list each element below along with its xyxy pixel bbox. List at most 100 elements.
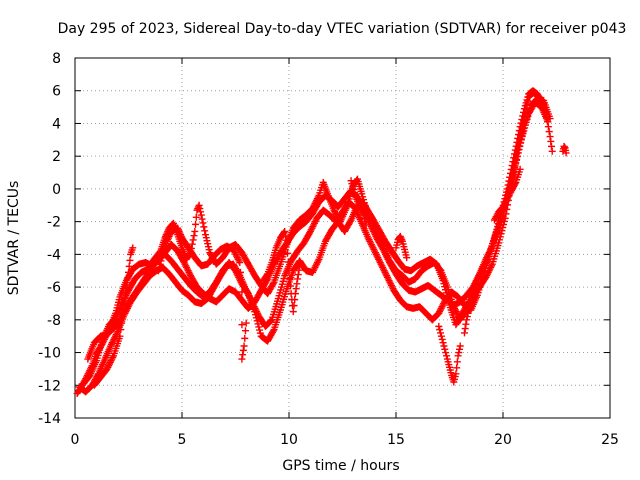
data-point — [455, 345, 463, 353]
data-point — [239, 346, 247, 354]
data-point — [437, 329, 445, 337]
data-point — [281, 232, 289, 240]
data-point — [197, 208, 205, 216]
data-point — [192, 220, 200, 228]
data-point — [562, 149, 570, 157]
data-point — [282, 236, 290, 244]
data-point — [269, 327, 277, 335]
data-point — [124, 274, 132, 282]
y-tick-label: -10 — [38, 346, 61, 362]
x-tick-label: 10 — [280, 432, 298, 448]
data-point — [501, 214, 509, 222]
data-point — [126, 256, 134, 264]
data-point — [269, 280, 277, 288]
x-tick-label: 15 — [387, 432, 405, 448]
data-point — [263, 271, 271, 279]
data-point — [443, 352, 451, 360]
x-tick-label: 5 — [178, 432, 187, 448]
x-tick-label: 20 — [494, 432, 512, 448]
data-point — [256, 329, 264, 337]
data-point — [500, 217, 508, 225]
data-point — [289, 308, 297, 316]
series-trace-9 — [392, 232, 411, 262]
data-point — [238, 288, 246, 296]
data-point — [240, 342, 248, 350]
data-point — [437, 332, 445, 340]
data-point — [295, 266, 303, 274]
y-tick-label: 6 — [52, 84, 61, 100]
y-tick-label: -14 — [38, 411, 61, 427]
data-point — [436, 326, 444, 334]
data-point — [517, 135, 525, 143]
data-point — [119, 313, 127, 321]
data-point — [462, 320, 470, 328]
series-trace-1 — [73, 88, 556, 397]
data-point — [461, 325, 469, 333]
data-point — [286, 282, 294, 290]
data-point — [455, 349, 463, 357]
data-point — [129, 244, 137, 252]
series-trace-10 — [435, 322, 464, 386]
data-point — [294, 271, 302, 279]
data-point — [435, 322, 443, 330]
data-point — [366, 210, 374, 218]
data-point — [197, 211, 205, 219]
y-tick-label: -4 — [47, 247, 61, 263]
data-point — [463, 313, 471, 321]
data-point — [546, 115, 554, 123]
series-trace-7 — [259, 227, 304, 316]
data-point — [255, 323, 263, 331]
y-tick-label: -12 — [38, 378, 61, 394]
data-point — [157, 257, 165, 265]
series-trace-2 — [80, 87, 548, 388]
data-point — [155, 263, 163, 271]
data-point — [495, 239, 503, 247]
data-point — [291, 296, 299, 304]
data-point — [498, 227, 506, 235]
series-trace-11 — [460, 291, 477, 337]
data-point — [496, 233, 504, 241]
data-point — [454, 352, 462, 360]
data-point — [252, 314, 260, 322]
y-tick-label: -2 — [47, 215, 61, 231]
data-point — [267, 317, 275, 325]
data-point — [514, 149, 522, 157]
data-point — [516, 165, 524, 173]
data-point — [120, 299, 128, 307]
data-point — [453, 358, 461, 366]
data-point — [361, 214, 369, 222]
data-point — [280, 229, 288, 237]
data-point — [236, 259, 244, 267]
data-point — [191, 227, 199, 235]
data-point — [436, 266, 444, 274]
data-point — [502, 210, 510, 218]
data-point — [285, 267, 293, 275]
series-trace-3 — [75, 98, 552, 396]
data-point — [403, 254, 411, 262]
data-point — [293, 280, 301, 288]
x-axis-label: GPS time / hours — [282, 458, 399, 474]
data-point — [499, 224, 507, 232]
data-point — [508, 175, 516, 183]
data-point — [294, 275, 302, 283]
data-point — [453, 364, 461, 372]
data-point — [119, 306, 127, 314]
data-point — [516, 142, 524, 150]
data-point — [236, 268, 244, 276]
data-point — [548, 147, 556, 155]
series-trace-8 — [347, 177, 370, 229]
y-tick-label: -6 — [47, 280, 61, 296]
data-point — [254, 320, 262, 328]
data-point — [361, 218, 369, 226]
y-axis-label: SDTVAR / TECUs — [6, 181, 22, 296]
data-point — [238, 321, 246, 329]
data-point — [198, 215, 206, 223]
data-point — [291, 290, 299, 298]
data-points — [73, 87, 570, 397]
data-point — [519, 128, 527, 136]
data-point — [253, 317, 261, 325]
data-point — [118, 319, 126, 327]
data-point — [518, 132, 526, 140]
plot-frame — [74, 57, 611, 419]
data-point — [511, 164, 519, 172]
